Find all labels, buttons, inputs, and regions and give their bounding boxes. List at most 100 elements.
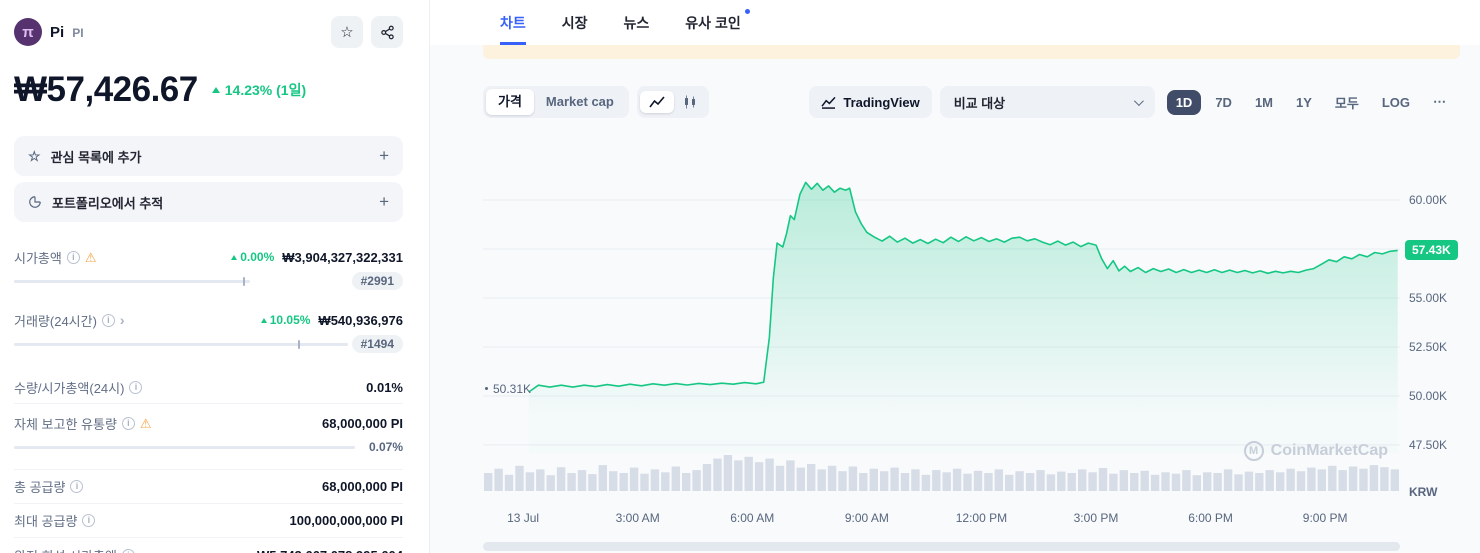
volume-group: 거래량(24시간) i › 10.05% ₩540,936,976 #14 xyxy=(14,309,403,372)
change-up-icon xyxy=(260,317,267,323)
info-icon[interactable]: i xyxy=(129,381,143,394)
share-button[interactable] xyxy=(371,16,403,48)
coin-stats: 시가총액 i ⚠ 0.00% ₩3,904,327,322,331 #29 xyxy=(14,246,403,553)
period-selector: 1D 7D 1M 1Y 모두 LOG ⋯ xyxy=(1166,88,1455,117)
share-icon xyxy=(380,25,394,39)
compare-dropdown[interactable]: 비교 대상 xyxy=(939,86,1155,118)
chevron-right-icon[interactable]: › xyxy=(119,312,125,328)
section-tabs: 차트 시장 뉴스 유사 코인 xyxy=(430,0,1480,45)
x-axis-label: 6:00 PM xyxy=(1188,511,1233,525)
currency-label: KRW xyxy=(1409,485,1438,499)
price-row: ₩57,426.67 14.23% (1일) xyxy=(14,70,403,110)
max-supply-row: 최대 공급량 i 100,000,000,000 PI xyxy=(14,504,403,538)
coinmarketcap-watermark: M CoinMarketCap xyxy=(1243,441,1388,461)
log-scale-button[interactable]: LOG xyxy=(1381,94,1410,110)
tradingview-icon xyxy=(821,96,836,109)
price-marketcap-toggle: 가격 Market cap xyxy=(483,86,629,118)
tab-chart[interactable]: 차트 xyxy=(500,0,526,45)
tab-markets[interactable]: 시장 xyxy=(561,14,588,31)
supply-progress-bar xyxy=(14,445,355,449)
volume-rank-badge: #1494 xyxy=(351,335,403,353)
volume-label: 거래량(24시간) i › xyxy=(14,312,125,329)
market-cap-value: ₩3,904,327,322,331 xyxy=(282,249,403,265)
change-up-icon xyxy=(211,87,220,93)
tab-news[interactable]: 뉴스 xyxy=(623,14,650,31)
price-axis: 57.43K KRW 60.00K 55.00K 52.50K 50.00K 47.50… xyxy=(1405,151,1477,499)
total-supply-label: 총 공급량 i xyxy=(14,477,84,496)
plus-icon: + xyxy=(379,192,389,211)
price-chart[interactable]: 50.31K M CoinMarketCap xyxy=(483,151,1400,491)
total-supply-value: 68,000,000 PI xyxy=(322,479,403,494)
tradingview-button[interactable]: TradingView xyxy=(809,86,932,118)
self-reported-value: 68,000,000 PI xyxy=(322,415,403,431)
x-axis-label: 9:00 PM xyxy=(1302,511,1348,525)
y-axis-label: 47.50K xyxy=(1409,437,1448,452)
y-axis-label: 50.00K xyxy=(1409,388,1448,403)
fdv-label: 완전 희석 시가총액 i xyxy=(14,546,135,553)
track-in-portfolio-button[interactable]: 포트폴리오에서 추적 + xyxy=(14,182,403,222)
total-supply-row: 총 공급량 i 68,000,000 PI xyxy=(14,470,403,504)
coin-header: π Pi PI xyxy=(14,18,403,46)
notice-banner xyxy=(483,45,1460,59)
info-icon[interactable]: i xyxy=(82,514,96,527)
candle-chart-button[interactable] xyxy=(674,91,706,113)
current-price-badge: 57.43K xyxy=(1405,240,1458,261)
vol-mcap-label: 수량/시가총액(24시) i xyxy=(14,378,143,397)
line-chart-button[interactable] xyxy=(639,91,674,113)
add-to-watchlist-button[interactable]: ☆ 관심 목록에 추가 + xyxy=(14,136,403,176)
favorite-star-button[interactable]: ☆ xyxy=(331,16,363,48)
coin-name: Pi xyxy=(50,23,65,41)
plus-icon: + xyxy=(379,146,389,165)
volume-change: 10.05% xyxy=(260,313,310,327)
info-icon[interactable]: i xyxy=(66,250,80,264)
toggle-price-button[interactable]: 가격 xyxy=(486,88,534,116)
warning-icon: ⚠ xyxy=(139,415,152,431)
period-all-button[interactable]: 모두 xyxy=(1334,95,1359,111)
toggle-marketcap-button[interactable]: Market cap xyxy=(545,93,614,109)
info-icon[interactable]: i xyxy=(121,548,135,553)
warning-icon: ⚠ xyxy=(84,249,97,265)
price-change: 14.23% (1일) xyxy=(211,80,306,100)
info-icon[interactable]: i xyxy=(101,313,115,327)
tab-similar-coins[interactable]: 유사 코인 xyxy=(685,0,750,45)
time-axis: 13 Jul 3:00 AM 6:00 AM 9:00 AM 12:00 PM 3:00 … xyxy=(483,511,1400,527)
period-1d-button[interactable]: 1D xyxy=(1166,89,1202,115)
x-axis-label: 3:00 AM xyxy=(615,511,660,525)
x-axis-label: 9:00 AM xyxy=(844,511,889,525)
period-1y-button[interactable]: 1Y xyxy=(1296,94,1312,110)
x-axis-label: 12:00 PM xyxy=(955,511,1008,525)
info-icon[interactable]: i xyxy=(121,416,135,430)
chart-scrollbar[interactable] xyxy=(483,542,1400,551)
candle-chart-icon xyxy=(684,95,695,109)
chart-controls: 가격 Market cap TradingView 비교 대상 1 xyxy=(483,86,1455,118)
x-axis-label: 6:00 AM xyxy=(730,511,775,525)
vol-mcap-row: 수량/시가총액(24시) i 0.01% xyxy=(14,372,403,404)
pi-coin-logo: π xyxy=(14,18,42,46)
open-price-label: 50.31K xyxy=(485,382,531,396)
market-cap-change: 0.00% xyxy=(231,250,274,264)
more-options-button[interactable]: ⋯ xyxy=(1433,94,1446,109)
volume-rank-bar xyxy=(14,339,348,349)
self-reported-supply-group: 자체 보고한 유통량 i ⚠ 68,000,000 PI 0.07% xyxy=(14,404,403,470)
coin-summary-sidebar: π Pi PI ☆ ₩57,426.67 14.23% (1일) ☆ 관심 목록… xyxy=(0,0,430,553)
self-reported-label: 자체 보고한 유통량 i ⚠ xyxy=(14,415,152,432)
period-7d-button[interactable]: 7D xyxy=(1215,94,1232,110)
line-chart-icon xyxy=(649,96,665,108)
volume-value: ₩540,936,976 xyxy=(318,312,403,328)
x-axis-label: 13 Jul xyxy=(507,511,540,525)
info-icon[interactable]: i xyxy=(70,480,84,493)
market-cap-rank-badge: #2991 xyxy=(351,272,403,290)
y-axis-label: 52.50K xyxy=(1409,339,1448,354)
market-cap-rank-bar xyxy=(14,276,250,286)
period-1m-button[interactable]: 1M xyxy=(1254,94,1273,110)
fdv-row: 완전 희석 시가총액 i ₩5,742,667,078,995,604 xyxy=(14,538,403,553)
coin-symbol: PI xyxy=(72,26,84,40)
notification-dot xyxy=(744,9,750,14)
chart-panel: 차트 시장 뉴스 유사 코인 가격 Market cap xyxy=(430,0,1480,553)
max-supply-value: 100,000,000,000 PI xyxy=(289,513,404,528)
coin-price: ₩57,426.67 xyxy=(14,70,198,109)
chart-type-toggle xyxy=(636,86,709,118)
change-up-icon xyxy=(231,254,238,260)
supply-pct: 0.07% xyxy=(368,440,403,454)
